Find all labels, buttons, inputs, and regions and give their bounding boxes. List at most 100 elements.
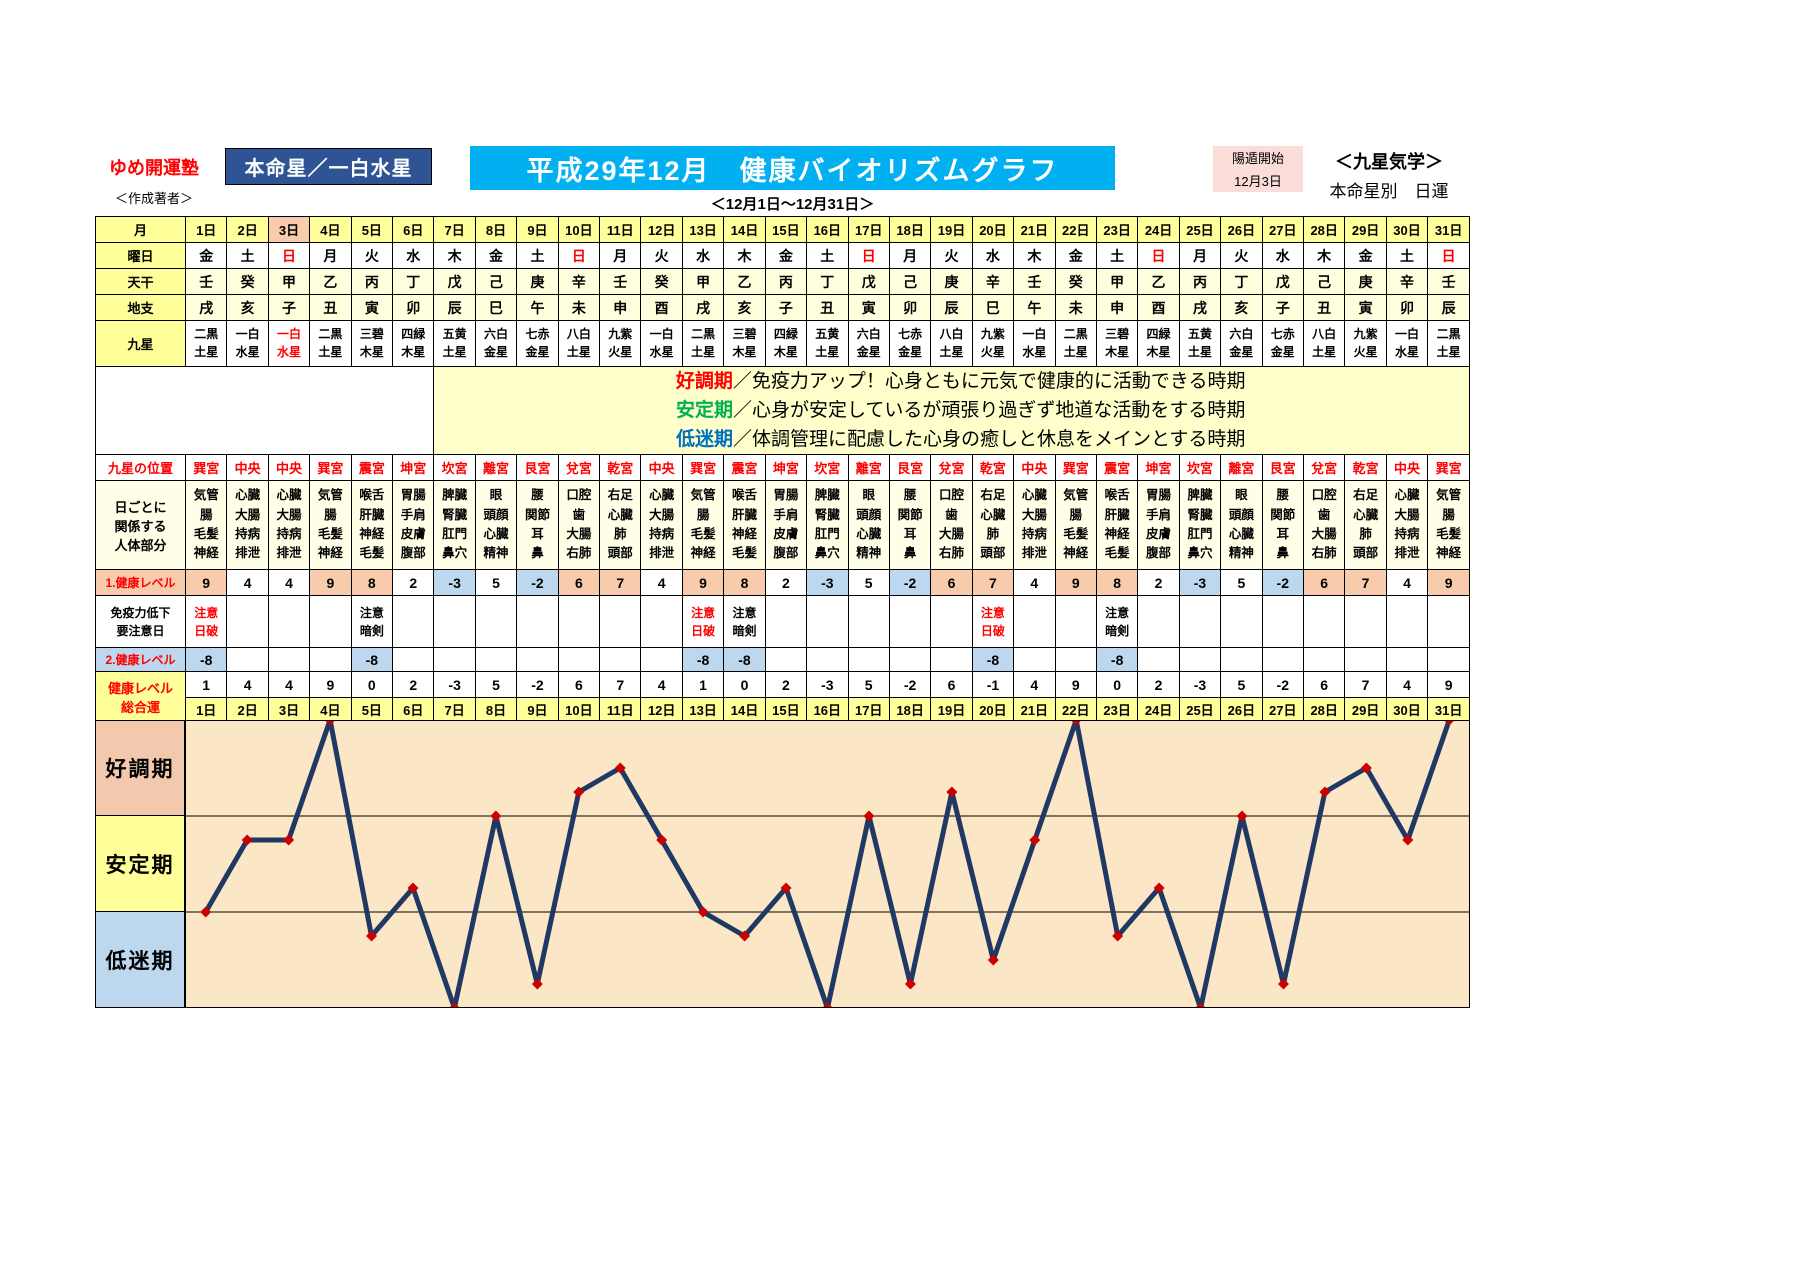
total-health-level-cell: 4 xyxy=(1385,671,1429,698)
health-level-2-cell xyxy=(1427,647,1470,672)
day-header-cell: 3日 xyxy=(267,216,311,243)
chishi-cell: 亥 xyxy=(723,294,766,321)
health-level-2-cell: -8 xyxy=(184,647,228,672)
tenkan-cell: 乙 xyxy=(1137,268,1180,295)
chishi-cell: 申 xyxy=(599,294,642,321)
position-cell: 離宮 xyxy=(847,454,890,481)
kyusei-cell: 一白 水星 xyxy=(1385,320,1429,367)
day-footer-cell: 12日 xyxy=(640,697,683,722)
day-footer-cell: 31日 xyxy=(1427,697,1470,722)
kyusei-cell: 七赤 金星 xyxy=(516,320,559,367)
tenkan-cell: 己 xyxy=(474,268,518,295)
health-level-2-cell: -8 xyxy=(1095,647,1139,672)
position-cell: 坎宮 xyxy=(433,454,476,481)
tenkan-cell: 庚 xyxy=(930,268,973,295)
position-cell: 震宮 xyxy=(1095,454,1139,481)
health-level-2-cell xyxy=(1137,647,1180,672)
weekday-cell: 金 xyxy=(184,242,228,269)
health-level-2-cell: -8 xyxy=(681,647,725,672)
health-level-1-cell: 9 xyxy=(309,569,352,596)
weekday-cell: 日 xyxy=(847,242,890,269)
position-cell: 兌宮 xyxy=(557,454,601,481)
kyusei-cell: 六白 金星 xyxy=(474,320,518,367)
weekday-cell: 土 xyxy=(806,242,849,269)
day-header-cell: 16日 xyxy=(806,216,849,243)
chishi-cell: 戌 xyxy=(1178,294,1222,321)
health-level-1-cell: -2 xyxy=(888,569,932,596)
row-label-chishi: 地支 xyxy=(95,294,186,321)
caution-cell xyxy=(226,595,269,648)
chart-marker xyxy=(283,834,295,846)
health-level-2-cell xyxy=(1261,647,1304,672)
caution-cell: 注意 日破 xyxy=(681,595,725,648)
weekday-cell: 火 xyxy=(640,242,683,269)
body-parts-cell: 喉舌 肝臓 神経 毛髪 xyxy=(350,480,394,570)
total-health-level-cell: -2 xyxy=(516,671,559,698)
tenkan-cell: 壬 xyxy=(1013,268,1056,295)
health-level-1-cell: 8 xyxy=(350,569,394,596)
caution-cell xyxy=(930,595,973,648)
total-health-level-cell: 4 xyxy=(640,671,683,698)
position-cell: 坤宮 xyxy=(1137,454,1180,481)
day-header-cell: 1日 xyxy=(184,216,228,243)
biorhythm-table: 月 1日 2日 3日 4日 5日 6日 7日 8日 9日 10日 11日 12日 13日 14日 15日 16日… xyxy=(94,216,1470,722)
body-parts-cell: 気管 腸 毛髪 神経 xyxy=(184,480,228,570)
caution-cell xyxy=(599,595,642,648)
total-health-level-cell: -2 xyxy=(888,671,932,698)
chishi-cell: 午 xyxy=(516,294,559,321)
health-level-1-cell: 5 xyxy=(1220,569,1263,596)
health-level-1-cell: 6 xyxy=(1302,569,1346,596)
tenkan-cell: 庚 xyxy=(516,268,559,295)
caution-cell xyxy=(474,595,518,648)
day-header-cell: 15日 xyxy=(764,216,808,243)
total-health-level-cell: 4 xyxy=(267,671,311,698)
caution-cell xyxy=(1427,595,1470,648)
position-cell: 乾宮 xyxy=(1344,454,1387,481)
chishi-cell: 寅 xyxy=(847,294,890,321)
health-level-2-cell xyxy=(640,647,683,672)
health-level-1-cell: 2 xyxy=(1137,569,1180,596)
tenkan-cell: 甲 xyxy=(1095,268,1139,295)
chishi-cell: 巳 xyxy=(971,294,1015,321)
day-footer-cell: 18日 xyxy=(888,697,932,722)
caution-cell xyxy=(847,595,890,648)
caution-cell xyxy=(640,595,683,648)
legend-line: 低迷期／体調管理に配慮した心身の癒しと休息をメインとする時期 xyxy=(435,425,1469,454)
health-level-1-cell: -3 xyxy=(433,569,476,596)
day-footer-cell: 16日 xyxy=(806,697,849,722)
chart-marker xyxy=(1319,786,1331,798)
body-parts-cell: 脾臓 腎臓 肛門 鼻穴 xyxy=(433,480,476,570)
day-header-cell: 6日 xyxy=(392,216,435,243)
chishi-cell: 卯 xyxy=(392,294,435,321)
body-parts-cell: 気管 腸 毛髪 神経 xyxy=(1054,480,1097,570)
row-label-body-parts: 日ごとに 関係する 人体部分 xyxy=(95,480,186,570)
legend-description: ／心身が安定しているが頑張り過ぎず地道な活動をする時期 xyxy=(733,400,1246,421)
health-level-2-cell xyxy=(599,647,642,672)
kyusei-cell: 三碧 木星 xyxy=(723,320,766,367)
health-level-2-cell xyxy=(433,647,476,672)
body-parts-cell: 胃腸 手肩 皮膚 腹部 xyxy=(392,480,435,570)
kyusei-cell: 七赤 金星 xyxy=(1261,320,1304,367)
day-header-cell: 17日 xyxy=(847,216,890,243)
body-parts-cell: 右足 心臓 肺 頭部 xyxy=(1344,480,1387,570)
kyusei-cell: 五黄 土星 xyxy=(1178,320,1222,367)
chart-marker xyxy=(739,930,751,942)
day-header-cell: 5日 xyxy=(350,216,394,243)
chishi-cell: 未 xyxy=(557,294,601,321)
day-footer-cell: 5日 xyxy=(350,697,394,722)
chart-marker xyxy=(531,978,543,990)
kyusei-cell: 一白 水星 xyxy=(226,320,269,367)
chart-marker xyxy=(573,786,585,798)
health-level-1-cell: 5 xyxy=(847,569,890,596)
day-header-cell: 14日 xyxy=(723,216,766,243)
caution-cell: 注意 暗剣 xyxy=(723,595,766,648)
health-level-1-cell: 9 xyxy=(1427,569,1470,596)
tenkan-cell: 壬 xyxy=(1427,268,1470,295)
health-level-2-cell xyxy=(806,647,849,672)
health-level-1-cell: -2 xyxy=(516,569,559,596)
total-health-level-cell: -3 xyxy=(1178,671,1222,698)
position-cell: 兌宮 xyxy=(930,454,973,481)
period-range: ＜12月1日～12月31日＞ xyxy=(710,196,875,213)
chishi-cell: 戌 xyxy=(184,294,228,321)
health-level-1-cell: 9 xyxy=(184,569,228,596)
